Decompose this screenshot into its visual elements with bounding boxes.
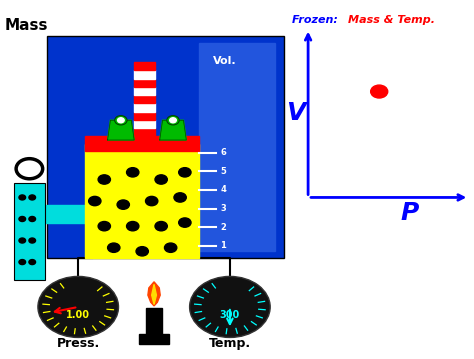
Text: Mass: Mass [5,18,48,33]
Text: 6: 6 [220,148,226,157]
Bar [134,120,155,128]
Circle shape [115,116,127,125]
Polygon shape [108,120,134,140]
Bar [139,334,169,344]
Bar [47,36,284,258]
Circle shape [167,116,179,125]
Circle shape [371,85,388,98]
Bar [134,103,155,112]
Text: V: V [287,101,306,125]
Circle shape [29,260,36,265]
Bar [14,183,45,280]
Text: 4: 4 [220,185,226,195]
Circle shape [155,222,167,231]
Circle shape [146,196,158,206]
Circle shape [19,216,26,222]
Bar [134,79,155,87]
Text: 2: 2 [220,223,226,232]
Text: 3: 3 [220,204,226,213]
Text: Press.: Press. [56,337,100,350]
Polygon shape [148,282,160,306]
Circle shape [29,195,36,200]
Polygon shape [160,120,186,140]
Circle shape [108,243,120,252]
Circle shape [127,168,139,177]
Circle shape [155,175,167,184]
Text: Frozen:: Frozen: [292,15,341,25]
Polygon shape [152,284,156,304]
Bar [146,308,162,335]
Circle shape [89,196,101,206]
Bar [134,62,155,70]
Circle shape [170,118,176,123]
Bar [134,95,155,103]
Circle shape [174,193,186,202]
Circle shape [29,216,36,222]
Text: 1: 1 [220,241,226,251]
Circle shape [19,238,26,243]
Circle shape [29,238,36,243]
Text: P: P [401,201,419,224]
Circle shape [19,260,26,265]
Circle shape [19,195,26,200]
Bar [134,128,155,136]
Text: Mass & Temp.: Mass & Temp. [348,15,436,25]
Circle shape [127,222,139,231]
Bar [199,43,275,251]
Bar [28,205,85,223]
Text: Temp.: Temp. [209,337,251,350]
Circle shape [118,118,124,123]
Circle shape [98,175,110,184]
Text: 1.00: 1.00 [66,310,90,320]
Text: 5: 5 [220,167,226,176]
Circle shape [136,247,148,256]
Bar [85,136,199,151]
Circle shape [179,218,191,227]
Circle shape [117,200,129,209]
Circle shape [179,168,191,177]
Circle shape [98,222,110,231]
Text: Vol.: Vol. [213,56,237,66]
Bar [134,112,155,120]
Circle shape [164,243,177,252]
Bar [85,144,199,258]
Bar [134,70,155,79]
Circle shape [38,276,118,337]
Text: 300: 300 [220,310,240,320]
Circle shape [190,276,270,337]
Bar [134,87,155,95]
